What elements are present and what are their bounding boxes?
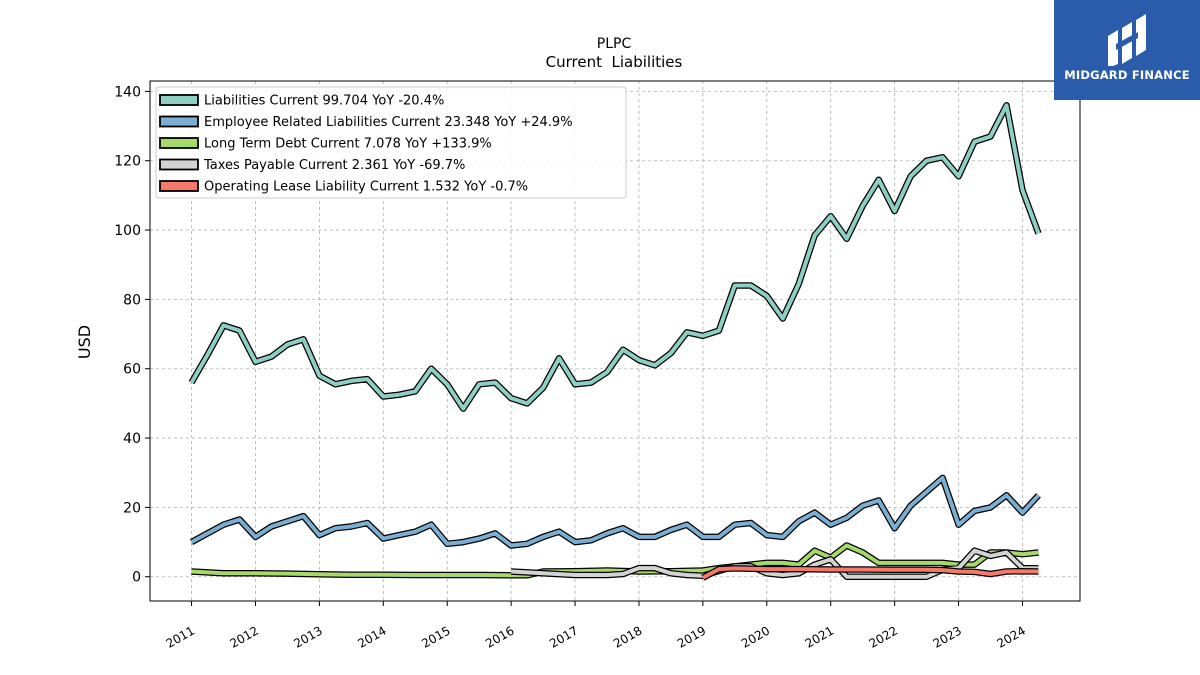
x-tick-label: 2016 [483, 623, 516, 650]
y-tick-label: 0 [132, 570, 141, 586]
legend-swatch [159, 158, 199, 171]
legend-swatch [159, 94, 199, 106]
legend-item: Liabilities Current 99.704 YoY -20.4% [159, 94, 444, 109]
legend-swatch [159, 180, 199, 192]
series-stroke [701, 566, 1039, 580]
plot-frame [149, 80, 1081, 602]
x-tick-label: 2023 [931, 623, 964, 650]
y-tick-label: 100 [114, 223, 141, 239]
series-lines [188, 102, 1042, 581]
x-tick-label: 2019 [675, 623, 708, 650]
chart-subtitle: Current Liabilities [546, 53, 683, 71]
legend-item: Employee Related Liabilities Current 23.… [159, 115, 573, 130]
legend-label: Employee Related Liabilities Current 23.… [204, 115, 573, 130]
legend: Liabilities Current 99.704 YoY -20.4% Emp… [155, 86, 627, 199]
y-tick-label: 120 [114, 154, 141, 170]
series-stroke [510, 548, 1039, 579]
legend-label: Long Term Debt Current 7.078 YoY +133.9% [204, 137, 492, 152]
legend-swatch [159, 137, 199, 149]
brand-name: MIDGARD FINANCE [1064, 68, 1190, 82]
x-tick-label: 2020 [739, 623, 772, 650]
legend-label: Taxes Payable Current 2.361 YoY -69.7% [203, 158, 465, 173]
y-axis-ticks: 0 20 40 60 80 100 120 140 [114, 84, 150, 586]
y-tick-label: 60 [123, 362, 141, 378]
series-stroke [190, 475, 1040, 548]
y-tick-label: 80 [123, 292, 141, 308]
x-tick-label: 2018 [611, 623, 644, 650]
y-axis-label: USD [75, 325, 94, 359]
legend-swatch [159, 115, 199, 128]
brand-logo-mark-icon [1108, 14, 1146, 66]
legend-label: Liabilities Current 99.704 YoY -20.4% [204, 94, 444, 109]
y-tick-label: 40 [123, 431, 141, 447]
x-tick-label: 2014 [355, 623, 388, 650]
series-stroke [189, 103, 1041, 411]
x-tick-label: 2013 [291, 623, 324, 650]
legend-item: Operating Lease Liability Current 1.532 … [159, 180, 528, 195]
x-tick-label: 2022 [867, 623, 900, 650]
x-tick-label: 2021 [803, 623, 836, 650]
series-line-3 [510, 547, 1039, 580]
x-tick-label: 2024 [995, 623, 1028, 650]
legend-item: Long Term Debt Current 7.078 YoY +133.9% [159, 137, 492, 152]
y-tick-label: 20 [123, 500, 141, 516]
series-line-0 [188, 102, 1042, 412]
x-tick-label: 2017 [547, 623, 580, 650]
brand-logo: MIDGARD FINANCE [1054, 0, 1200, 100]
x-axis-ticks: 2011 2012 2013 2014 2015 2016 2017 2018 2019 2020… [164, 601, 1028, 651]
legend-label: Operating Lease Liability Current 1.532 … [204, 180, 528, 195]
x-tick-label: 2011 [164, 623, 197, 650]
x-tick-label: 2012 [228, 623, 261, 650]
chart-title: PLPC [597, 36, 632, 52]
series-line-4 [701, 565, 1039, 581]
series-line-1 [189, 474, 1041, 549]
legend-box [155, 86, 627, 199]
legend-item: Taxes Payable Current 2.361 YoY -69.7% [159, 158, 465, 173]
x-tick-label: 2015 [419, 623, 452, 650]
y-tick-label: 140 [114, 84, 141, 100]
